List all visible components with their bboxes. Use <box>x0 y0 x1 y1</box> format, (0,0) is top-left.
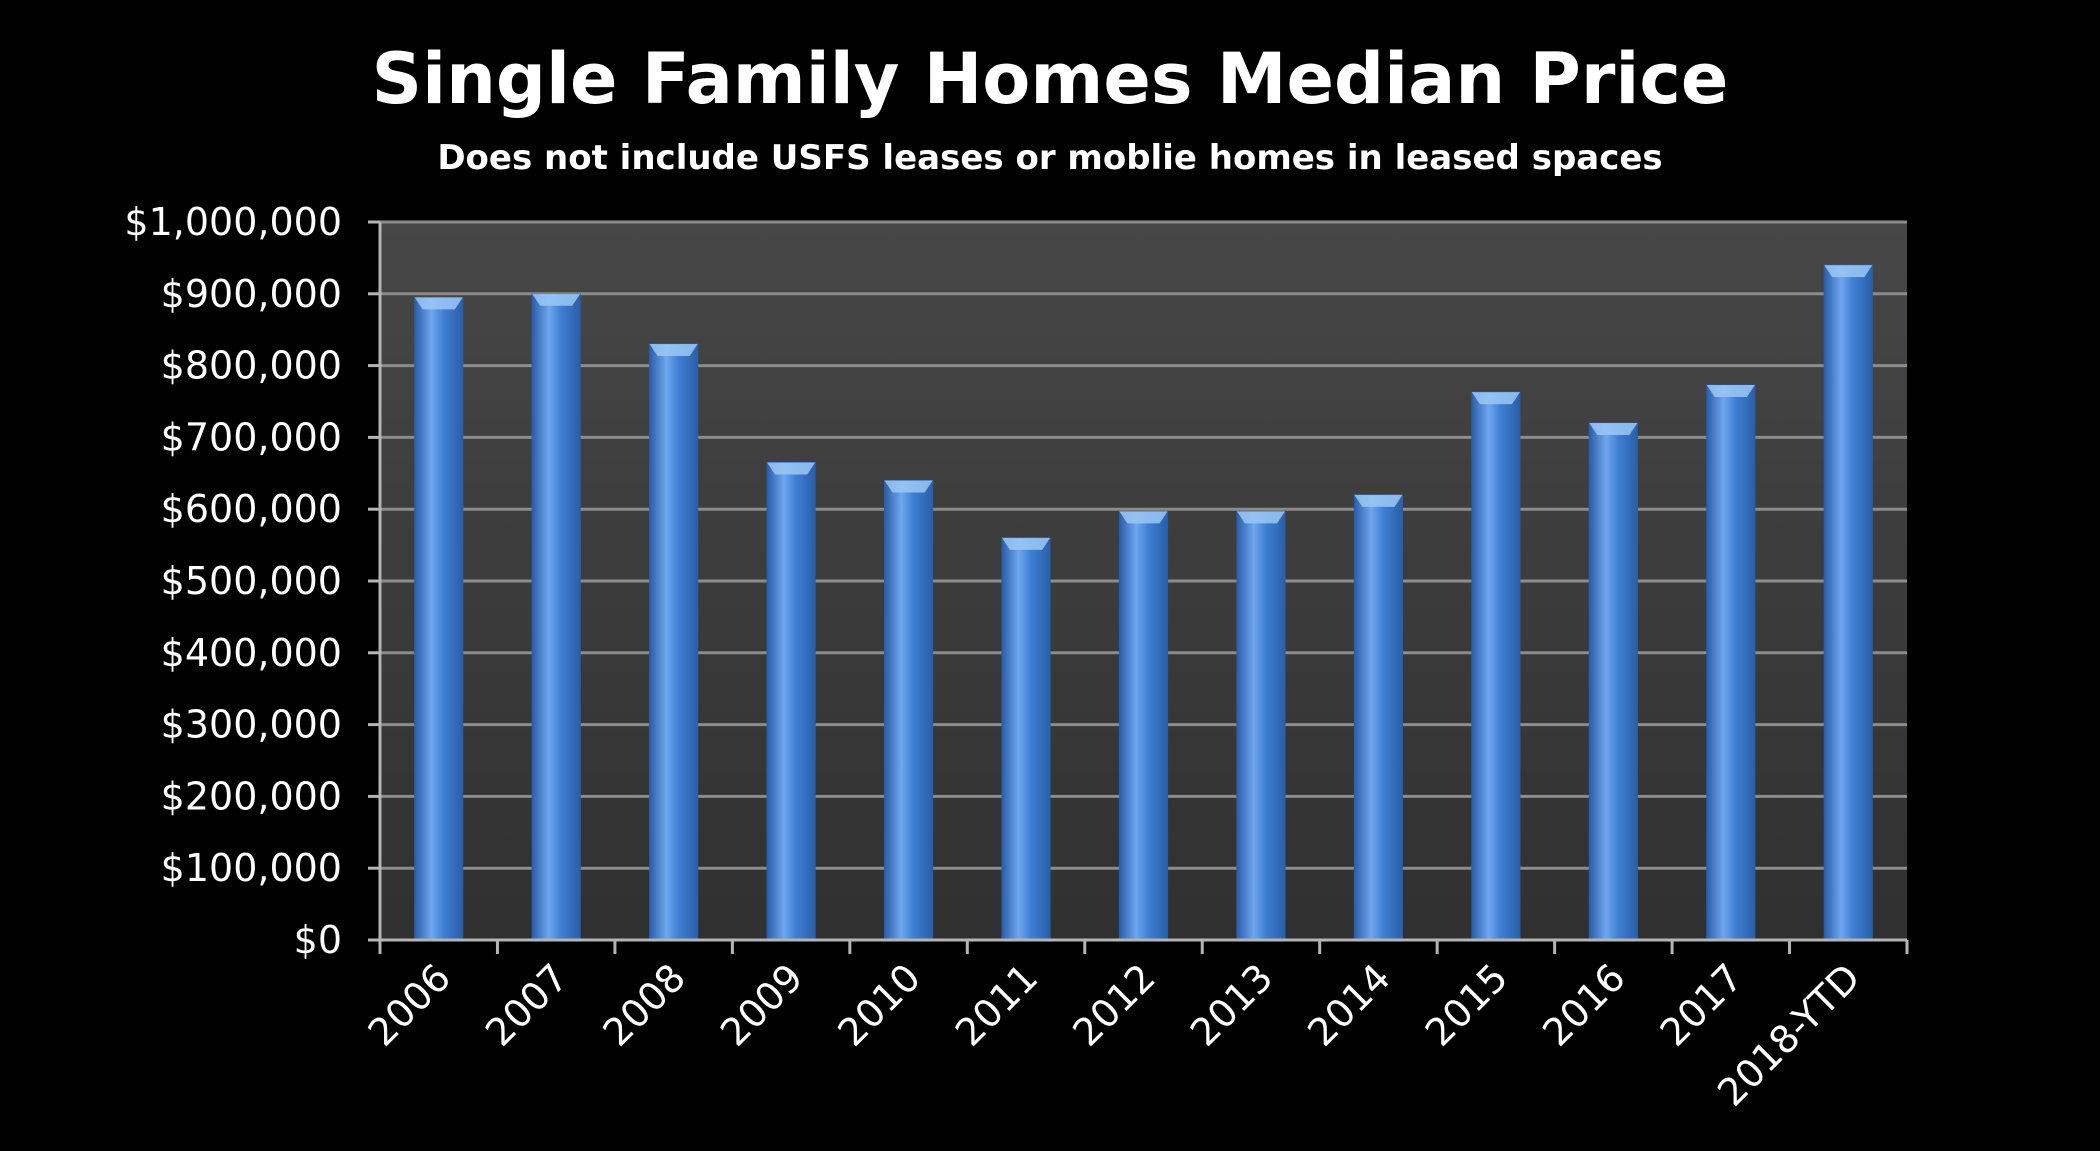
y-tick-label: $1,000,000 <box>124 200 342 244</box>
bars <box>414 264 1873 941</box>
y-tick-label: $500,000 <box>161 559 342 603</box>
bar-top-2010 <box>884 480 933 493</box>
axes <box>378 222 1909 954</box>
x-tick-label: 2009 <box>712 955 812 1055</box>
bar-2017 <box>1706 384 1756 941</box>
chart-title: Single Family Homes Median Price <box>371 38 1729 120</box>
x-tick-label: 2015 <box>1417 955 1517 1055</box>
x-tick-labels: 2006 2007 2008 2009 2010 2011 2012 2013 2014 2015… <box>360 955 1869 1115</box>
y-tick-label: $200,000 <box>161 774 342 818</box>
bar-top-2012 <box>1119 511 1168 524</box>
x-tick-label: 2017 <box>1652 955 1752 1055</box>
bar-2011 <box>1001 537 1051 941</box>
bar-top-2017 <box>1706 384 1755 397</box>
y-tick-label: $0 <box>294 918 342 962</box>
y-tick-label: $800,000 <box>161 344 342 388</box>
bar-2009 <box>766 462 816 941</box>
y-tick-label: $700,000 <box>161 415 342 459</box>
x-tick-label: 2014 <box>1299 955 1399 1055</box>
y-tick-label: $600,000 <box>161 487 342 531</box>
y-tick-label: $300,000 <box>161 703 342 747</box>
x-tick-label: 2013 <box>1182 955 1282 1055</box>
bar-top-2016 <box>1589 423 1638 436</box>
x-tick-label: 2011 <box>947 955 1047 1055</box>
bar-top-2015 <box>1471 392 1520 405</box>
bar-2008 <box>649 343 699 941</box>
bar-2015 <box>1471 391 1521 941</box>
bar-2013 <box>1236 510 1286 941</box>
y-tick-labels: $0 $100,000 $200,000 $300,000 $400,000 $500,0… <box>124 200 342 962</box>
bar-2014 <box>1353 494 1404 941</box>
bar-2016 <box>1588 422 1638 941</box>
y-tick-label: $100,000 <box>161 846 342 890</box>
bar-2007 <box>531 293 581 941</box>
x-tick-label: 2008 <box>595 955 695 1055</box>
chart-subtitle: Does not include USFS leases or moblie h… <box>437 138 1663 178</box>
bar-2010 <box>883 479 934 941</box>
bar-2006 <box>414 296 464 941</box>
x-tick-label: 2007 <box>477 955 577 1055</box>
x-tick-label: 2006 <box>360 955 460 1055</box>
bar-top-2011 <box>1001 537 1051 550</box>
bar-top-2008 <box>649 344 698 357</box>
bar-top-2013 <box>1236 511 1286 524</box>
bar-2012 <box>1118 510 1169 941</box>
x-tick-label: 2012 <box>1064 955 1164 1055</box>
bar-2018-YTD <box>1823 264 1873 941</box>
y-tick-label: $400,000 <box>161 631 342 675</box>
y-tick-label: $900,000 <box>161 272 342 316</box>
bar-top-2006 <box>414 297 463 310</box>
bar-top-2009 <box>767 462 816 475</box>
bar-top-2018-YTD <box>1824 265 1873 278</box>
bar-top-2007 <box>532 293 581 306</box>
bar-top-2014 <box>1354 494 1403 507</box>
x-tick-label: 2010 <box>829 955 929 1055</box>
x-tick-label: 2016 <box>1534 955 1634 1055</box>
